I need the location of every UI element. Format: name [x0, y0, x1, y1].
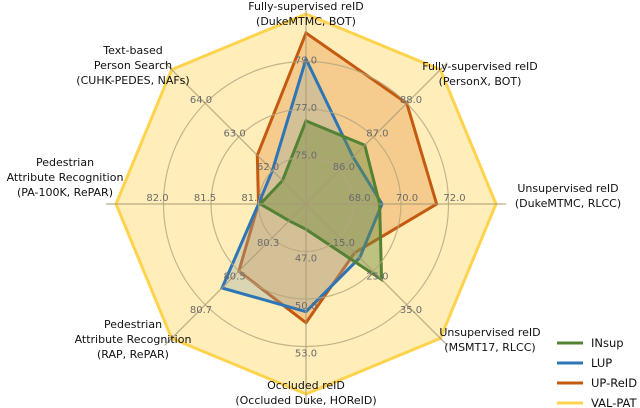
tick-label: 81.5	[194, 193, 216, 204]
axis-label: Fully-supervised reID (PersonX, BOT)	[422, 60, 537, 88]
axis-label-line: Attribute Recognition	[75, 333, 192, 346]
tick-label: 15.0	[333, 238, 355, 249]
axis-label-line: (MSMT17, RLCC)	[444, 341, 535, 354]
tick-label: 63.0	[223, 129, 245, 140]
axis-label-line: (DukeMTMC, BOT)	[256, 15, 356, 28]
tick-label: 47.0	[295, 254, 317, 265]
axis-label-line: (PersonX, BOT)	[439, 75, 522, 88]
tick-label: 53.0	[295, 349, 317, 360]
legend-label: LUP	[591, 356, 612, 370]
axis-label: Pedestrian Attribute Recognition (RAP, ReP…	[75, 318, 192, 361]
axis-label-line: (Occluded Duke, HOReID)	[235, 394, 376, 407]
tick-label: 64.0	[190, 95, 212, 106]
tick-label: 75.0	[295, 151, 317, 162]
axis-line	[164, 62, 307, 205]
axis-label: Pedestrian Attribute Recognition (PA-100K,…	[7, 156, 124, 199]
tick-label: 88.0	[400, 95, 422, 106]
axis-label-line: (RAP, RePAR)	[97, 348, 169, 361]
tick-label: 86.0	[333, 162, 355, 173]
axis-label: Fully-supervised reID (DukeMTMC, BOT)	[248, 0, 363, 28]
legend-label: UP-ReID	[591, 376, 637, 390]
tick-label: 82.0	[146, 193, 168, 204]
axis-line	[164, 203, 307, 346]
tick-label: 50.0	[295, 301, 317, 312]
axis-label-line: Person Search	[94, 59, 172, 72]
legend: INsup LUP UP-ReID VAL-PAT	[557, 336, 638, 408]
axis-label-line: Text-based	[102, 44, 162, 57]
legend-label: INsup	[591, 336, 624, 350]
axis-label-line: Occluded reID	[267, 379, 345, 392]
tick-label: 77.0	[295, 103, 317, 114]
tick-label: 35.0	[400, 305, 422, 316]
tick-label: 80.7	[190, 305, 212, 316]
axis-line	[305, 62, 448, 205]
axis-line	[305, 203, 448, 346]
tick-label: 87.0	[366, 129, 388, 140]
axis-label-line: (PA-100K, RePAR)	[17, 186, 113, 199]
legend-label: VAL-PAT	[591, 396, 638, 408]
axis-label-line: Unsupervised reID	[517, 182, 618, 195]
axis-label-line: Unsupervised reID	[439, 326, 540, 339]
tick-label: 80.5	[223, 271, 245, 282]
tick-label: 62.0	[257, 162, 279, 173]
axis-label-line: Pedestrian	[36, 156, 94, 169]
axis-label-line: (CUHK-PEDES, NAFs)	[76, 74, 189, 87]
tick-label: 79.0	[295, 56, 317, 67]
axis-label-line: Pedestrian	[104, 318, 162, 331]
tick-label: 68.0	[348, 193, 370, 204]
grid-layer	[106, 4, 506, 404]
tick-label: 80.3	[257, 238, 279, 249]
axis-label-line: Fully-supervised reID	[248, 0, 363, 13]
tick-label: 81.0	[241, 193, 263, 204]
axis-label-line: Attribute Recognition	[7, 171, 124, 184]
axis-label: Unsupervised reID (MSMT17, RLCC)	[439, 326, 540, 354]
axis-label: Text-based Person Search (CUHK-PEDES, NAFs…	[76, 44, 189, 87]
axis-label: Occluded reID (Occluded Duke, HOReID)	[235, 379, 376, 407]
axis-label: Unsupervised reID (DukeMTMC, RLCC)	[515, 182, 621, 210]
tick-label: 72.0	[443, 193, 465, 204]
axis-label-line: Fully-supervised reID	[422, 60, 537, 73]
tick-label: 70.0	[396, 193, 418, 204]
tick-label: 25.0	[366, 271, 388, 282]
axis-label-line: (DukeMTMC, RLCC)	[515, 197, 621, 210]
